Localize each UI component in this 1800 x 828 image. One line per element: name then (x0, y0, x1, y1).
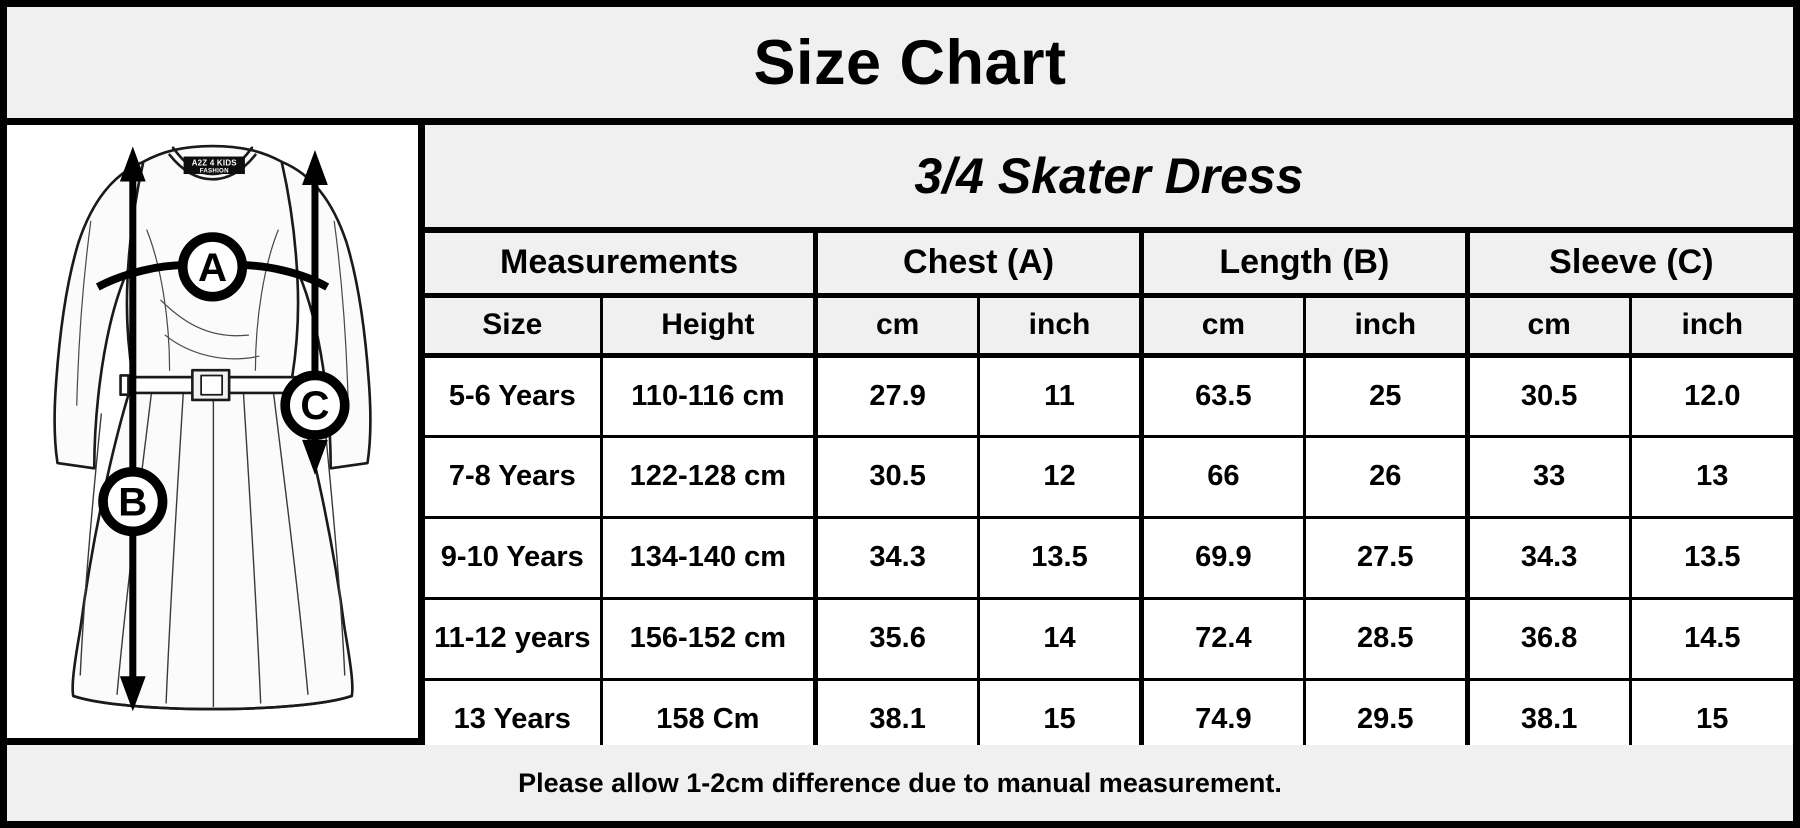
unit-header-sleeve-inch: inch (1628, 293, 1793, 358)
cell-height: 156-152 cm (599, 596, 818, 681)
cell-chest-cm: 30.5 (813, 434, 981, 519)
measurement-disclaimer: Please allow 1-2cm difference due to man… (518, 767, 1282, 798)
table-row: 9-10 Years 134-140 cm 34.3 13.5 69.9 27.… (425, 515, 1793, 600)
cell-size: 11-12 years (425, 596, 603, 681)
product-name: 3/4 Skater Dress (914, 148, 1304, 204)
brand-tag-icon: A2Z 4 KIDS FASHION (183, 156, 245, 174)
marker-c-label: C (300, 383, 329, 428)
chart-body-region: A2Z 4 KIDS FASHION (7, 125, 1793, 762)
cell-chest-cm: 27.9 (813, 353, 981, 438)
skater-dress-icon: A2Z 4 KIDS FASHION (53, 144, 372, 712)
table-row: 11-12 years 156-152 cm 35.6 14 72.4 28.5… (425, 596, 1793, 681)
cell-chest-cm: 35.6 (813, 596, 981, 681)
cell-sleeve-inch: 13 (1628, 434, 1793, 519)
marker-b-label: B (118, 480, 147, 525)
group-header-length: Length (B) (1138, 233, 1469, 298)
cell-height: 122-128 cm (599, 434, 818, 519)
product-name-row: 3/4 Skater Dress (425, 125, 1793, 233)
dress-illustration-pane: A2Z 4 KIDS FASHION (7, 125, 425, 738)
table-row: 7-8 Years 122-128 cm 30.5 12 66 26 33 13 (425, 434, 1793, 519)
unit-header-length-inch: inch (1302, 293, 1469, 358)
table-group-header-row: Measurements Chest (A) Length (B) Sleeve… (425, 233, 1793, 298)
table-unit-header-row: Size Height cm inch cm inch cm inch (425, 293, 1793, 358)
cell-length-cm: 63.5 (1138, 353, 1306, 438)
cell-sleeve-inch: 13.5 (1628, 515, 1793, 600)
unit-header-height: Height (599, 293, 818, 358)
cell-chest-inch: 12 (977, 434, 1143, 519)
group-header-chest: Chest (A) (813, 233, 1143, 298)
cell-length-inch: 26 (1302, 434, 1469, 519)
cell-sleeve-cm: 34.3 (1464, 515, 1632, 600)
cell-size: 7-8 Years (425, 434, 603, 519)
cell-chest-inch: 11 (977, 353, 1143, 438)
cell-size: 5-6 Years (425, 353, 603, 438)
page-title: Size Chart (753, 27, 1067, 98)
unit-header-chest-inch: inch (977, 293, 1143, 358)
unit-header-chest-cm: cm (813, 293, 981, 358)
size-table: Measurements Chest (A) Length (B) Sleeve… (425, 233, 1793, 762)
brand-tag-label: A2Z 4 KIDS (192, 158, 237, 167)
marker-c: C (280, 370, 350, 440)
brand-tag-sublabel: FASHION (200, 167, 229, 174)
marker-a: A (177, 232, 248, 302)
cell-length-inch: 27.5 (1302, 515, 1469, 600)
cell-sleeve-cm: 36.8 (1464, 596, 1632, 681)
group-header-sleeve: Sleeve (C) (1464, 233, 1793, 298)
cell-chest-inch: 13.5 (977, 515, 1143, 600)
marker-a-label: A (198, 245, 227, 290)
cell-sleeve-cm: 33 (1464, 434, 1632, 519)
cell-length-cm: 72.4 (1138, 596, 1306, 681)
size-table-pane: 3/4 Skater Dress Measurements Chest (A) … (425, 125, 1793, 762)
unit-header-length-cm: cm (1138, 293, 1306, 358)
group-header-measurements: Measurements (425, 233, 818, 298)
cell-height: 134-140 cm (599, 515, 818, 600)
cell-sleeve-inch: 12.0 (1628, 353, 1793, 438)
cell-length-inch: 28.5 (1302, 596, 1469, 681)
table-row: 5-6 Years 110-116 cm 27.9 11 63.5 25 30.… (425, 353, 1793, 438)
unit-header-size: Size (425, 293, 603, 358)
cell-height: 110-116 cm (599, 353, 818, 438)
cell-length-cm: 69.9 (1138, 515, 1306, 600)
cell-length-inch: 25 (1302, 353, 1469, 438)
cell-sleeve-cm: 30.5 (1464, 353, 1632, 438)
unit-header-sleeve-cm: cm (1464, 293, 1632, 358)
cell-chest-inch: 14 (977, 596, 1143, 681)
cell-sleeve-inch: 14.5 (1628, 596, 1793, 681)
cell-size: 9-10 Years (425, 515, 603, 600)
cell-chest-cm: 34.3 (813, 515, 981, 600)
chart-title-bar: Size Chart (7, 7, 1793, 125)
footer-note-bar: Please allow 1-2cm difference due to man… (7, 745, 1793, 821)
size-table-body: 5-6 Years 110-116 cm 27.9 11 63.5 25 30.… (425, 353, 1793, 762)
cell-length-cm: 66 (1138, 434, 1306, 519)
marker-b: B (98, 466, 168, 537)
